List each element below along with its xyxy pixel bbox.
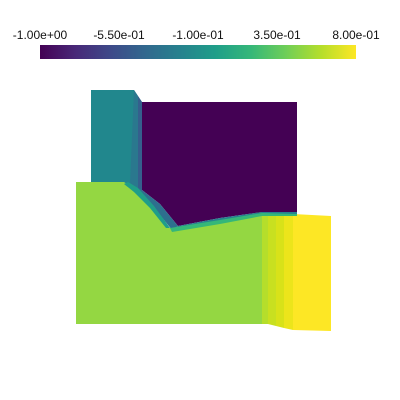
field-region-green: [76, 182, 268, 324]
colorbar-tick-label: 3.50e-01: [253, 28, 301, 42]
field-region-gradient: [124, 182, 170, 228]
field-region-yellow: [293, 214, 331, 331]
field-region-band: [276, 213, 284, 328]
field-region-band: [268, 213, 276, 326]
colorbar-tick-label: 8.00e-01: [332, 28, 380, 42]
colorbar-tick-label: -1.00e+00: [12, 28, 68, 42]
field-region-band: [262, 213, 268, 324]
field-region-gradient: [138, 96, 142, 194]
field-region-gradient: [170, 213, 297, 232]
colorbar-gradient: [40, 45, 356, 59]
colorbar-tick-label: -1.00e-01: [172, 28, 224, 42]
field-region-teal: [91, 90, 142, 196]
colorbar: [40, 45, 356, 59]
colorbar-tick-label: -5.50e-01: [93, 28, 145, 42]
field-region-gradient: [130, 90, 138, 188]
field-region-low: [142, 102, 297, 226]
field-region-band: [284, 213, 293, 330]
